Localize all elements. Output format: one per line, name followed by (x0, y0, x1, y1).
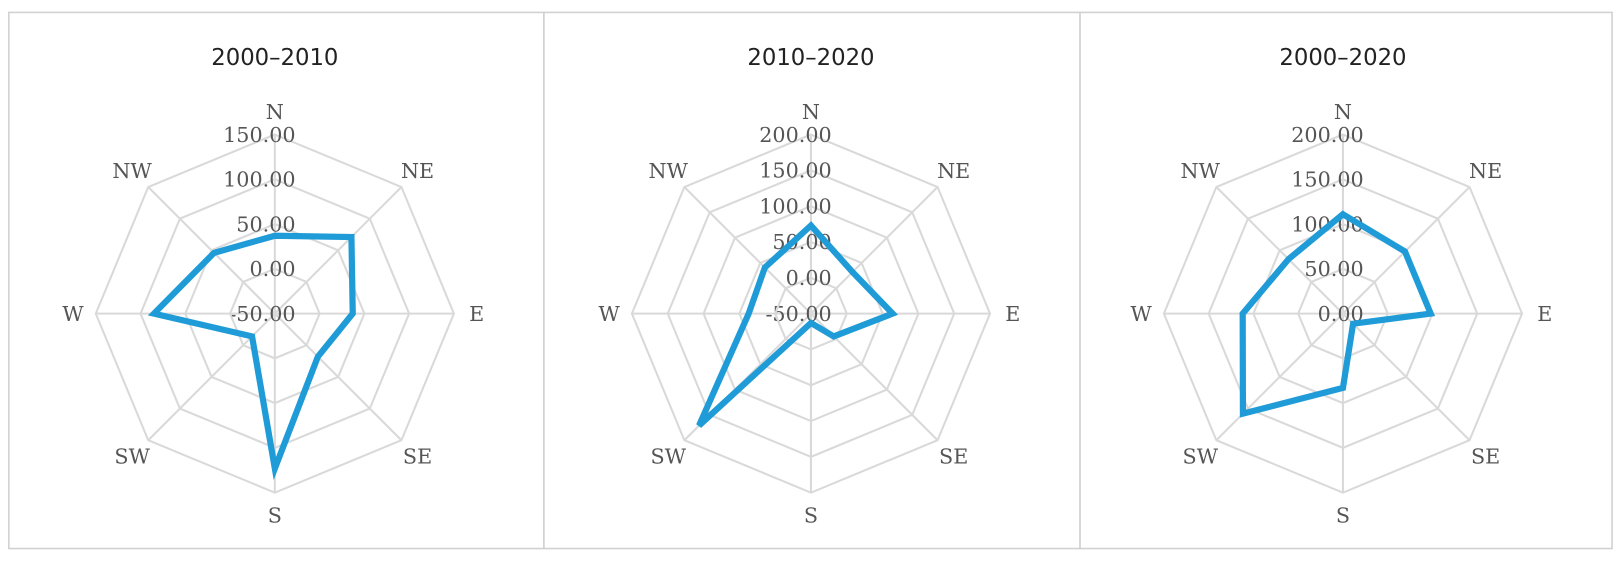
category-label: SE (1471, 445, 1500, 469)
y-tick-label: 50.00 (1304, 257, 1363, 281)
category-label: NE (937, 159, 970, 183)
chart-title: 2000–2010 (211, 45, 338, 71)
grid-ring (139, 178, 411, 450)
category-label: S (804, 504, 818, 528)
category-label: SE (403, 445, 432, 469)
y-tick-label: -50.00 (765, 302, 831, 326)
chart-title: 2000–2020 (1279, 45, 1406, 71)
radar-line (1239, 210, 1436, 418)
y-tick-label: 0.00 (1318, 302, 1364, 326)
grid-ring (702, 205, 920, 423)
category-label: NW (649, 159, 689, 183)
category-label: SW (1183, 445, 1219, 469)
grid-ring (738, 240, 884, 387)
category-label: SE (939, 445, 968, 469)
y-tick-label: 100.00 (759, 194, 831, 218)
grid-ring (774, 276, 848, 351)
category-label: S (1336, 504, 1350, 528)
y-tick-label: -50.00 (229, 302, 295, 326)
grid-ring (666, 169, 956, 458)
radar-line (696, 221, 899, 428)
category-label: N (1334, 100, 1352, 124)
category-label: S (268, 504, 282, 528)
y-tick-label: 150.00 (223, 123, 295, 147)
category-label: SW (114, 445, 150, 469)
y-tick-label: 150.00 (1291, 168, 1363, 192)
category-label: NE (401, 159, 434, 183)
grid-ring (184, 222, 366, 405)
category-label: NW (112, 159, 152, 183)
y-tick-label: 200.00 (1291, 123, 1363, 147)
category-label: W (599, 302, 621, 326)
y-tick-label: 50.00 (236, 212, 295, 236)
category-label: N (266, 100, 284, 124)
category-label: W (1130, 302, 1152, 326)
category-label: W (62, 302, 84, 326)
spoke (810, 186, 939, 315)
panel (1079, 11, 1613, 550)
y-tick-label: 150.00 (759, 159, 831, 183)
y-tick-label: 0.00 (249, 257, 295, 281)
spoke (683, 186, 812, 315)
grid-ring (228, 267, 321, 360)
category-label: NE (1469, 159, 1502, 183)
grid-ring (1207, 178, 1479, 450)
grid-ring (1162, 133, 1524, 494)
category-label: SW (651, 445, 687, 469)
y-tick-label: 0.00 (786, 266, 832, 290)
grid-ring (1297, 267, 1389, 360)
radar-line (147, 232, 356, 481)
category-label: E (469, 302, 484, 326)
grid-ring (630, 133, 992, 494)
category-label: E (1537, 302, 1552, 326)
y-tick-label: 200.00 (759, 123, 831, 147)
chart-title: 2010–2020 (747, 45, 874, 71)
grid-ring (94, 133, 456, 494)
category-label: N (802, 100, 820, 124)
category-label: E (1005, 302, 1020, 326)
category-label: NW (1181, 159, 1221, 183)
y-tick-label: 100.00 (223, 168, 295, 192)
